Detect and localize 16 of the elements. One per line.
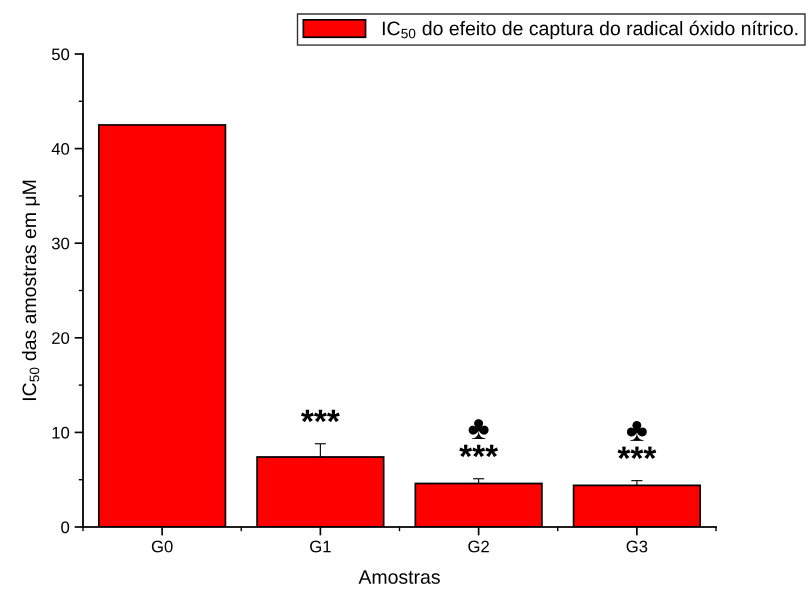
data-label: ♣ *** bbox=[459, 419, 498, 458]
y-tick-label: 10 bbox=[52, 426, 70, 439]
y-tick-label: 30 bbox=[52, 238, 70, 250]
data-label: *** bbox=[301, 410, 340, 422]
x-tick-label: G3 bbox=[626, 540, 648, 552]
data-label: ♣ *** bbox=[618, 421, 656, 460]
x-axis-title: Amostras bbox=[358, 570, 440, 584]
x-tick-label: G1 bbox=[310, 540, 331, 552]
y-tick-label: 0 bbox=[61, 521, 70, 534]
x-tick-label: G2 bbox=[468, 540, 489, 552]
legend-label: IC$_{50}$ do efeito de captura do radical óxido nítrico. bbox=[382, 20, 798, 40]
y-tick-label: 50 bbox=[52, 48, 70, 60]
y-axis-title: IC$_{50}$ das amostras em μM bbox=[22, 180, 40, 400]
y-tick-label: 40 bbox=[52, 143, 70, 155]
x-tick-label: G0 bbox=[152, 540, 173, 552]
y-tick-label: 20 bbox=[52, 332, 70, 344]
